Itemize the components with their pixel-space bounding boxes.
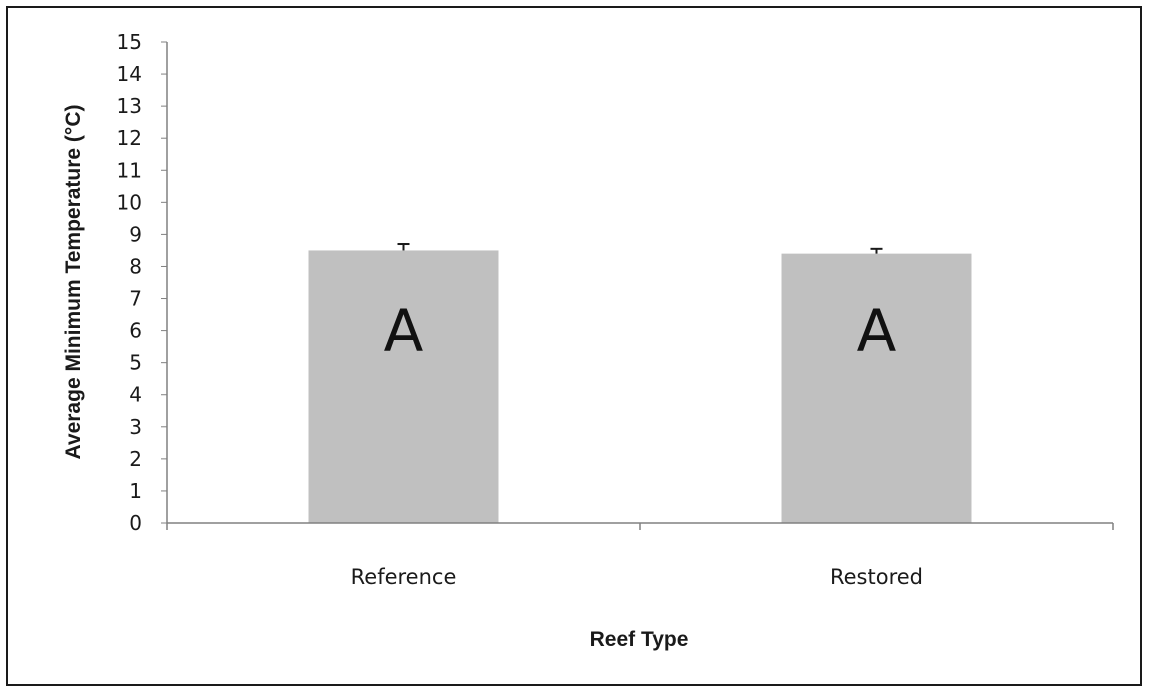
bar-annotation: A [384, 297, 424, 365]
y-tick-label: 12 [117, 126, 142, 150]
x-category-label: Restored [830, 565, 923, 589]
y-tick-label: 4 [129, 383, 142, 407]
y-tick-label: 15 [117, 30, 142, 54]
x-axis-title: Reef Type [590, 628, 689, 651]
y-tick-label: 5 [129, 351, 142, 375]
y-tick-label: 7 [129, 287, 142, 311]
y-tick-label: 0 [129, 511, 142, 535]
y-tick-label: 11 [117, 158, 142, 182]
y-tick-label: 2 [129, 447, 142, 471]
x-axis-labels: Reference Restored [351, 565, 923, 589]
y-tick-label: 3 [129, 415, 142, 439]
bar [308, 250, 499, 523]
y-tick-label: 14 [117, 62, 142, 86]
x-category-label: Reference [351, 565, 457, 589]
y-tick-label: 10 [117, 190, 142, 214]
y-tick-label: 9 [129, 222, 142, 246]
y-tick-label: 8 [129, 254, 142, 278]
axes [166, 42, 1114, 530]
y-axis-title: Average Minimum Temperature (°C) [62, 105, 85, 460]
bar [781, 253, 972, 523]
y-tick-label: 13 [117, 94, 142, 118]
y-tick-label: 6 [129, 319, 142, 343]
y-tick-label: 1 [129, 479, 142, 503]
bar-annotation: A [857, 297, 897, 365]
